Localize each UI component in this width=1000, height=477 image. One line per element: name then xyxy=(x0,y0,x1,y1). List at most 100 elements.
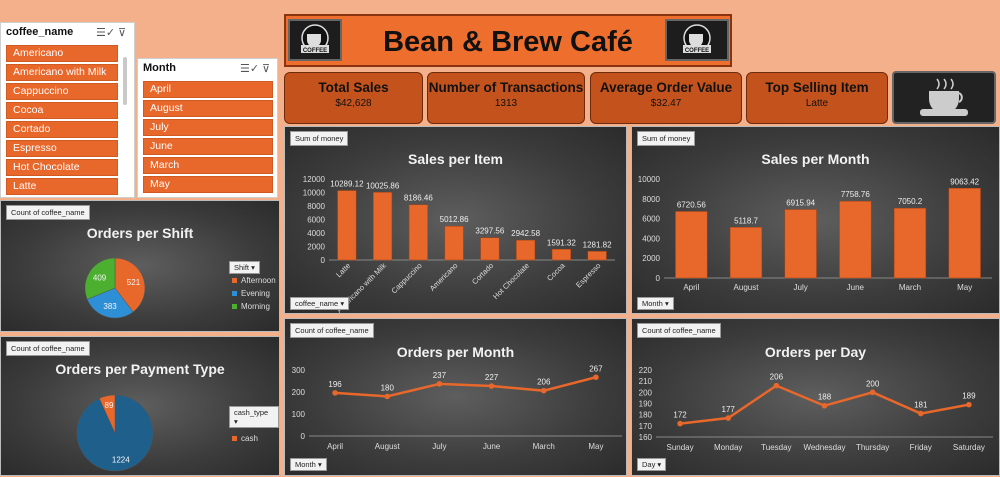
bar xyxy=(784,209,817,279)
slicer-item[interactable]: June xyxy=(143,138,273,155)
orders-per-payment-chart: Count of coffee_name Orders per Payment … xyxy=(0,336,280,476)
kpi-value: Latte xyxy=(805,98,829,109)
x-tick-label: March xyxy=(899,283,921,292)
kpi-value: $32.47 xyxy=(650,98,682,109)
day-filter-dropdown[interactable]: Day xyxy=(637,458,667,471)
bar xyxy=(729,227,763,279)
data-label: 1281.82 xyxy=(583,240,612,249)
data-point xyxy=(593,374,599,381)
y-tick-label: 170 xyxy=(639,422,653,431)
data-point xyxy=(384,393,391,400)
slicer-item[interactable]: March xyxy=(143,157,273,174)
chart-plot: 0 2000 4000 6000 8000 10000 12000 10289.12 Latte… xyxy=(303,175,615,315)
field-tag[interactable]: Count of coffee_name xyxy=(6,205,90,220)
coffee-logo-right: COFFEE xyxy=(665,19,729,61)
slicer-item[interactable]: Cappuccino xyxy=(6,83,118,100)
multi-select-icon[interactable]: ☰✓ xyxy=(96,27,116,39)
legend-entry: Afternoon xyxy=(241,276,276,285)
x-tick-label: May xyxy=(957,283,972,292)
data-label: 206 xyxy=(537,378,551,387)
data-label: 200 xyxy=(866,379,880,388)
chart-title: Orders per Day xyxy=(764,344,867,360)
field-tag[interactable]: Sum of money xyxy=(290,131,349,146)
slicer-item[interactable]: Americano with Milk xyxy=(6,64,118,81)
month-filter-dropdown[interactable]: Month xyxy=(290,458,327,471)
kpi-value: $42,628 xyxy=(335,98,372,109)
field-tag[interactable]: Count of coffee_name xyxy=(6,341,90,356)
pie-slice xyxy=(86,287,134,319)
bar xyxy=(551,249,571,261)
legend-entry: cash xyxy=(241,434,258,443)
legend-swatch xyxy=(232,436,237,441)
data-label: 6720.56 xyxy=(677,200,706,209)
cash-type-filter-dropdown[interactable]: cash_type xyxy=(229,406,279,428)
x-tick-label: Friday xyxy=(910,443,932,452)
x-tick-label: Espresso xyxy=(574,261,602,289)
field-tag[interactable]: Sum of money xyxy=(637,131,696,146)
slicer-item[interactable]: April xyxy=(143,81,273,98)
slicer-item[interactable]: Cortado xyxy=(6,121,118,138)
slicer-item[interactable]: May xyxy=(143,176,273,193)
data-label: 177 xyxy=(722,405,736,414)
coffee-name-filter-dropdown[interactable]: coffee_name xyxy=(290,297,350,310)
chart-title: Orders per Payment Type xyxy=(55,361,225,377)
x-tick-label: Tuesday xyxy=(761,443,791,452)
slicer-header: Month ☰✓ ⊽ xyxy=(138,59,277,79)
field-tag[interactable]: Count of coffee_name xyxy=(290,323,374,338)
kpi-average-order: Average Order Value $32.47 xyxy=(590,72,742,124)
bar xyxy=(893,207,927,279)
y-tick-label: 2000 xyxy=(307,243,325,252)
clear-filter-icon[interactable]: ⊽ xyxy=(262,63,271,75)
kpi-title: Top Selling Item xyxy=(765,80,869,95)
y-tick-label: 200 xyxy=(292,388,306,397)
chart-title: Sales per Month xyxy=(761,151,870,167)
shift-filter-dropdown[interactable]: Shift xyxy=(229,261,260,274)
x-tick-label: April xyxy=(683,283,699,292)
slicer-item[interactable]: Espresso xyxy=(6,140,118,157)
kpi-title: Average Order Value xyxy=(599,80,733,95)
data-label: 6915.94 xyxy=(786,199,815,208)
data-label: 10025.86 xyxy=(366,181,400,190)
y-tick-label: 10000 xyxy=(638,175,661,184)
chart-title: Orders per Month xyxy=(396,344,515,360)
data-point xyxy=(540,387,547,394)
x-tick-label: May xyxy=(588,442,603,451)
x-tick-label: Latte xyxy=(334,261,352,279)
field-tag[interactable]: Count of coffee_name xyxy=(637,323,721,338)
coffee-cup-icon: COFFEE xyxy=(683,24,711,54)
kpi-transactions: Number of Transactions 1313 xyxy=(427,72,585,124)
bar xyxy=(839,200,872,279)
data-label: 1591.32 xyxy=(547,238,576,247)
y-tick-label: 220 xyxy=(639,366,653,375)
x-tick-label: Cortado xyxy=(470,261,495,286)
data-label: 7758.76 xyxy=(841,190,870,199)
y-tick-label: 190 xyxy=(639,400,653,409)
slicer-item[interactable]: Cocoa xyxy=(6,102,118,119)
slicer-item[interactable]: July xyxy=(143,119,273,136)
orders-per-day-chart: Count of coffee_name Orders per Day 160 1… xyxy=(631,318,1000,476)
pie-slice xyxy=(84,257,116,300)
y-tick-label: 300 xyxy=(292,366,306,375)
data-label: 8186.46 xyxy=(404,194,433,203)
slicer-item[interactable]: August xyxy=(143,100,273,117)
kpi-title: Total Sales xyxy=(318,80,389,95)
y-tick-label: 4000 xyxy=(642,234,660,243)
slicer-item[interactable]: Hot Chocolate xyxy=(6,159,118,176)
slicer-item[interactable]: Americano xyxy=(6,45,118,62)
clear-filter-icon[interactable]: ⊽ xyxy=(118,27,127,39)
x-tick-label: Sunday xyxy=(667,443,694,452)
month-filter-dropdown[interactable]: Month xyxy=(637,297,674,310)
data-label: 196 xyxy=(328,380,342,389)
data-point xyxy=(773,382,780,389)
legend-swatch xyxy=(232,278,237,283)
orders-per-month-chart: Count of coffee_name Orders per Month 0 1… xyxy=(284,318,627,476)
logo-text: COFFEE xyxy=(685,48,709,54)
slicer-item[interactable]: Latte xyxy=(6,178,118,195)
coffee-brand-icon xyxy=(920,78,968,116)
slicer-scrollbar[interactable] xyxy=(123,57,127,105)
multi-select-icon[interactable]: ☰✓ xyxy=(240,63,260,75)
data-label: 10289.12 xyxy=(330,180,364,189)
slicer-title: coffee_name xyxy=(6,26,74,38)
data-point xyxy=(332,390,338,396)
data-label: 227 xyxy=(485,373,499,382)
